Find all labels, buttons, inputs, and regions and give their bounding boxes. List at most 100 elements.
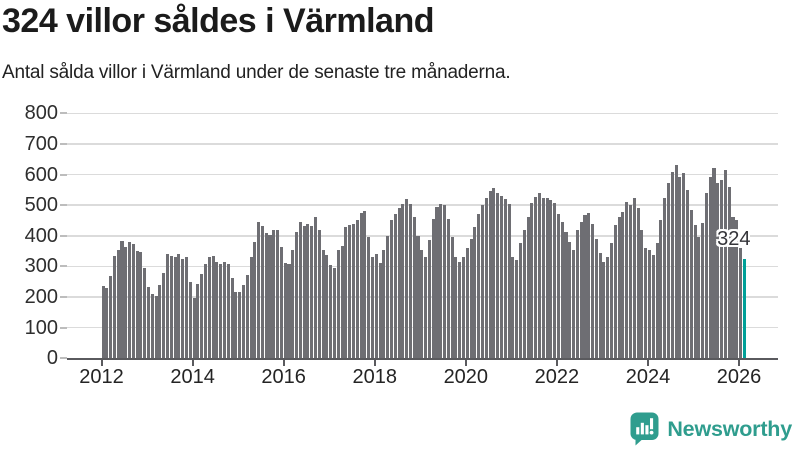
newsworthy-wordmark: Newsworthy — [667, 416, 792, 441]
bar — [720, 180, 724, 359]
chart-subtitle: Antal sålda villor i Värmland under de s… — [2, 62, 511, 83]
bar — [162, 272, 166, 359]
bar — [613, 225, 617, 359]
bar — [173, 256, 177, 359]
bar — [412, 217, 416, 359]
bar — [416, 235, 420, 359]
bar — [431, 218, 435, 359]
bar — [549, 199, 553, 359]
bar — [249, 256, 253, 359]
bar — [139, 252, 143, 359]
bar — [488, 191, 492, 359]
bar — [651, 255, 655, 359]
y-axis-tick — [60, 142, 67, 145]
bar — [196, 283, 200, 359]
bar — [184, 256, 189, 359]
bar — [120, 241, 124, 359]
bar — [306, 224, 310, 359]
bar — [568, 241, 572, 359]
bar — [257, 221, 261, 359]
bar — [458, 261, 462, 359]
bar — [363, 210, 367, 359]
bar — [518, 243, 522, 359]
bar — [670, 171, 674, 359]
y-axis-label: 800 — [24, 102, 58, 125]
y-axis-label: 0 — [46, 347, 58, 370]
bar — [541, 198, 545, 359]
bar — [465, 248, 469, 359]
gridline — [67, 112, 778, 115]
bar — [682, 173, 686, 359]
bar — [116, 249, 120, 359]
bar — [215, 261, 219, 359]
bar — [147, 286, 151, 359]
bar — [629, 205, 633, 359]
bar — [283, 263, 287, 359]
newsworthy-logo: Newsworthy — [630, 412, 792, 446]
bar — [439, 203, 443, 359]
bar — [329, 264, 333, 359]
bar — [666, 183, 670, 359]
y-axis-tick — [60, 234, 67, 237]
bar — [302, 226, 306, 359]
bar — [310, 226, 314, 359]
bar — [405, 199, 409, 359]
bar — [188, 281, 192, 359]
bar — [526, 216, 530, 359]
bar — [325, 255, 329, 359]
bar — [727, 186, 731, 359]
x-axis-tick — [646, 360, 649, 366]
highlight-value-label: 324 — [717, 228, 751, 251]
bar — [128, 242, 132, 359]
bar — [602, 261, 606, 359]
x-axis-label: 2022 — [534, 366, 580, 389]
bar — [291, 249, 295, 359]
bar — [154, 295, 158, 359]
bar — [367, 236, 371, 359]
bar — [644, 248, 648, 359]
bar — [260, 225, 264, 359]
gridline — [67, 204, 778, 206]
bar — [655, 243, 659, 359]
x-axis-tick — [100, 360, 103, 366]
bar — [238, 292, 242, 359]
bar — [397, 208, 401, 359]
bar — [587, 213, 591, 359]
gridline — [67, 143, 778, 145]
bar — [105, 287, 109, 359]
bar — [340, 245, 344, 359]
bar — [446, 218, 450, 359]
bar — [158, 285, 162, 359]
bar — [530, 203, 534, 359]
x-axis-label: 2024 — [625, 366, 671, 389]
bar — [674, 165, 678, 359]
bar — [279, 246, 283, 359]
bar — [245, 275, 249, 359]
bar — [522, 229, 526, 359]
bar — [625, 201, 629, 359]
bar — [359, 212, 363, 359]
bar — [332, 268, 337, 359]
bar — [150, 294, 154, 359]
x-axis-label: 2018 — [352, 366, 397, 389]
bar — [632, 198, 636, 359]
bar — [287, 263, 291, 359]
bar — [295, 231, 299, 359]
y-axis-label: 500 — [24, 194, 58, 217]
y-axis-label: 400 — [24, 224, 58, 247]
bar — [109, 275, 113, 359]
bar — [166, 254, 170, 359]
y-axis-tick — [60, 326, 67, 329]
bar — [598, 253, 602, 359]
x-axis-label: 2016 — [261, 366, 306, 389]
bar — [553, 203, 557, 359]
x-axis-label: 2026 — [716, 366, 762, 389]
bar — [344, 226, 348, 359]
bar — [374, 254, 378, 359]
x-axis-label: 2014 — [170, 366, 215, 389]
bar — [701, 223, 705, 359]
bar — [427, 240, 431, 359]
bar — [420, 249, 424, 359]
bar — [241, 285, 245, 359]
